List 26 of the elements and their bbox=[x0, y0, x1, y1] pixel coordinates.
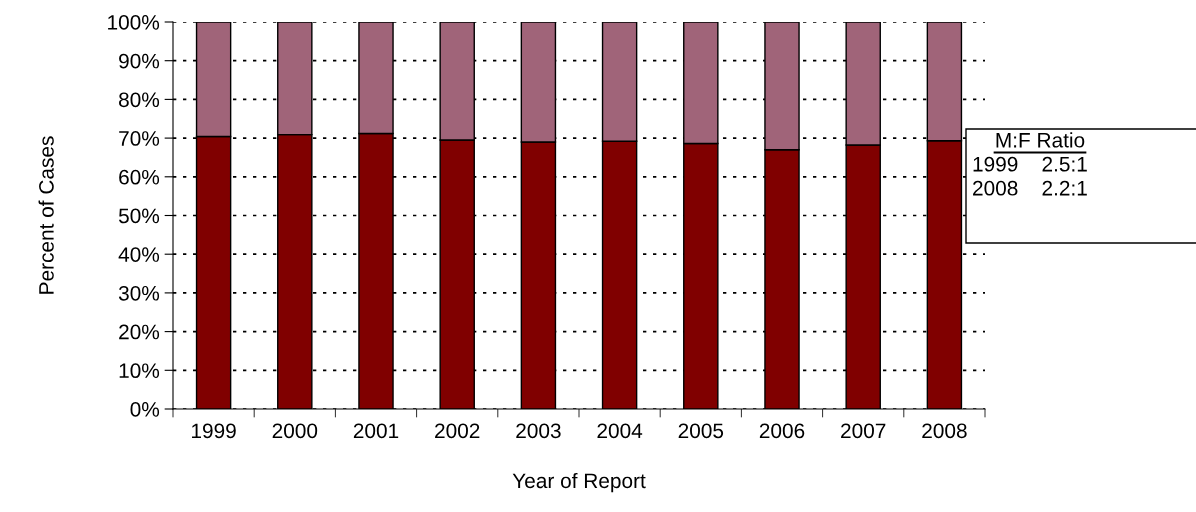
x-tick-label: 2008 bbox=[922, 423, 967, 439]
text: M:F Ratio bbox=[996, 132, 1085, 148]
x-tick-label: 2002 bbox=[435, 423, 480, 439]
y-tick-label: 20% bbox=[119, 324, 160, 340]
y-tick-label: 40% bbox=[118, 247, 160, 262]
annotation: 1999 2.5:1 bbox=[973, 156, 1087, 172]
x-axis-title: Year of Report bbox=[512, 472, 646, 493]
x-tick-label: 2005 bbox=[678, 423, 724, 439]
x-tick-label: 2004 bbox=[597, 423, 643, 439]
x-tick-label: 2007 bbox=[841, 423, 886, 439]
y-tick-label: 0% bbox=[130, 402, 160, 417]
y-tick-label: 10% bbox=[119, 363, 160, 379]
x-tick-label: 2003 bbox=[516, 423, 561, 439]
annotation: 2008 2.2:1 bbox=[973, 180, 1087, 196]
y-tick-label: 80% bbox=[119, 92, 160, 108]
y-tick-label: 100% bbox=[108, 15, 160, 30]
y-tick-label: 90% bbox=[119, 53, 160, 69]
x-tick-label: 2000 bbox=[272, 423, 318, 439]
y-tick-label: 50% bbox=[118, 208, 160, 224]
y-tick-label: 30% bbox=[118, 285, 160, 301]
x-tick-label: 1999 bbox=[192, 423, 236, 439]
x-tick-label: 2001 bbox=[353, 423, 399, 439]
y-axis-title: Percent of Cases bbox=[38, 136, 54, 294]
x-tick-label: 2006 bbox=[759, 423, 805, 439]
y-tick-label: 70% bbox=[119, 131, 160, 146]
y-tick-label: 60% bbox=[119, 169, 160, 185]
